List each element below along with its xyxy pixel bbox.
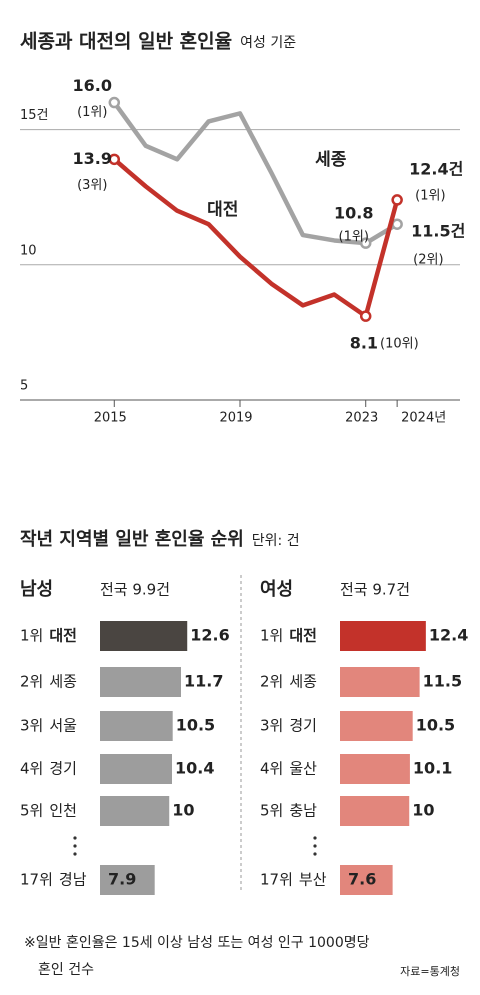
category-label: 세종 (289, 673, 317, 691)
value-label: 10 (412, 801, 434, 820)
rank-label: 2위 (260, 673, 283, 691)
category-label: 부산 (299, 871, 327, 889)
rank-label: (3위) (77, 178, 107, 193)
category-label: 대전 (289, 627, 317, 645)
category-label: 울산 (289, 760, 317, 778)
source: 자료=통계청 (400, 965, 460, 978)
bar (100, 621, 188, 651)
data-label: 16.0 (73, 76, 112, 95)
value-label: 7.6 (348, 870, 376, 889)
rank-label: (1위) (415, 188, 445, 203)
rank-label: 3위 (260, 717, 283, 735)
bar (340, 754, 410, 784)
panel-note: 전국 9.7건 (340, 581, 410, 599)
rank-label: 5위 (260, 802, 283, 820)
rank-label: 17위 (20, 871, 53, 889)
x-tick-label: 2019 (219, 411, 252, 426)
data-label: 13.9 (73, 149, 112, 168)
footnote: 혼인 건수 (38, 962, 94, 978)
ellipsis (73, 836, 317, 856)
rank-label: 3위 (20, 717, 43, 735)
value-label: 10.5 (176, 716, 215, 735)
bar (340, 865, 393, 895)
category-label: 세종 (49, 673, 77, 691)
rank-label: 17위 (260, 871, 293, 889)
chart-subtitle: 여성 기준 (240, 35, 296, 51)
data-line (112, 157, 400, 319)
data-label: 10.8 (334, 204, 373, 223)
x-tick-label: 2015 (94, 411, 127, 426)
y-tick-label: 5 (20, 379, 28, 394)
data-point (108, 96, 121, 109)
value-label: 11.7 (184, 672, 223, 691)
category-label: 인천 (49, 802, 77, 820)
value-label: 12.4 (429, 626, 468, 645)
rank-label: (2위) (413, 253, 443, 268)
value-label: 7.9 (108, 870, 136, 889)
value-label: 12.6 (190, 626, 229, 645)
footnote: ※일반 혼인율은 15세 이상 남성 또는 여성 인구 1000명당 (24, 935, 370, 951)
dot (313, 836, 317, 840)
data-point (391, 218, 403, 230)
rank-label: (1위) (77, 105, 107, 120)
dot (73, 836, 77, 840)
bar (100, 667, 181, 697)
data-point (391, 194, 403, 206)
category-label: 경기 (49, 760, 77, 778)
data-label: 11.5건 (411, 222, 465, 241)
section-unit: 단위: 건 (252, 533, 300, 549)
value-label: 10 (172, 801, 194, 820)
rank-label: 1위 (20, 627, 43, 645)
x-tick-label: 2023 (345, 411, 378, 426)
y-tick-label: 10 (20, 243, 37, 258)
bar (340, 711, 413, 741)
dot (313, 844, 317, 848)
series-label: 대전 (207, 200, 238, 220)
rank-label: 4위 (260, 760, 283, 778)
bar (340, 667, 420, 697)
data-point (359, 310, 372, 322)
category-label: 대전 (49, 627, 77, 645)
value-label: 10.1 (413, 759, 452, 778)
data-line (112, 101, 399, 246)
y-tick-label: 15건 (20, 108, 49, 123)
rank-label: 5위 (20, 802, 43, 820)
chart-title: 세종과 대전의 일반 혼인율 (20, 30, 232, 53)
section-title: 작년 지역별 일반 혼인율 순위 (20, 528, 244, 550)
data-point (108, 153, 121, 166)
bar (100, 711, 173, 741)
value-label: 10.4 (175, 759, 214, 778)
dot (313, 852, 317, 856)
bar (340, 621, 426, 651)
category-label: 경기 (289, 717, 317, 735)
category-label: 서울 (49, 717, 77, 735)
panel-title: 여성 (260, 579, 293, 600)
rank-label: 1위 (260, 627, 283, 645)
data-label: 8.1 (350, 334, 378, 353)
dot (73, 844, 77, 848)
category-label: 충남 (289, 802, 317, 820)
bar (100, 754, 172, 784)
data-point (359, 237, 372, 249)
panel-note: 전국 9.9건 (100, 581, 170, 599)
bar (340, 796, 410, 826)
value-label: 10.5 (416, 716, 455, 735)
bar (100, 865, 155, 895)
rank-label: (1위) (339, 230, 369, 245)
rank-label: (10위) (380, 337, 419, 352)
panel-title: 남성 (20, 579, 53, 600)
value-label: 11.5 (423, 672, 462, 691)
category-label: 경남 (59, 871, 87, 889)
x-tick-label: 2024년 (401, 411, 446, 426)
data-label: 12.4건 (409, 159, 463, 178)
dot (73, 852, 77, 856)
series-label: 세종 (315, 150, 347, 170)
bar (100, 796, 170, 826)
rank-label: 4위 (20, 760, 43, 778)
rank-label: 2위 (20, 673, 43, 691)
